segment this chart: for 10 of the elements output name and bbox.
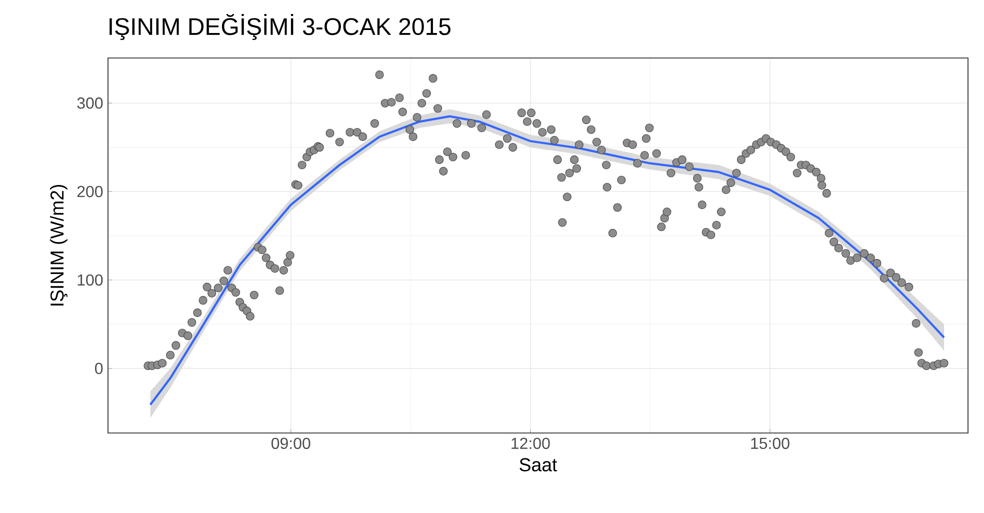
y-tick-label: 0 — [95, 362, 103, 374]
x-tick-label: 12:00 — [512, 438, 550, 450]
x-tick-label: 15:00 — [751, 438, 790, 450]
y-tick-label: 100 — [78, 274, 103, 286]
y-axis-title: IŞINIM (W/m2) — [50, 184, 68, 306]
chart-title: IŞINIM DEĞİŞİMİ 3-OCAK 2015 — [110, 14, 450, 40]
y-tick-label: 200 — [77, 186, 103, 198]
x-tick-label: 09:00 — [271, 438, 310, 450]
y-tick-label: 300 — [77, 97, 103, 109]
x-axis-title: Saat — [520, 458, 558, 472]
